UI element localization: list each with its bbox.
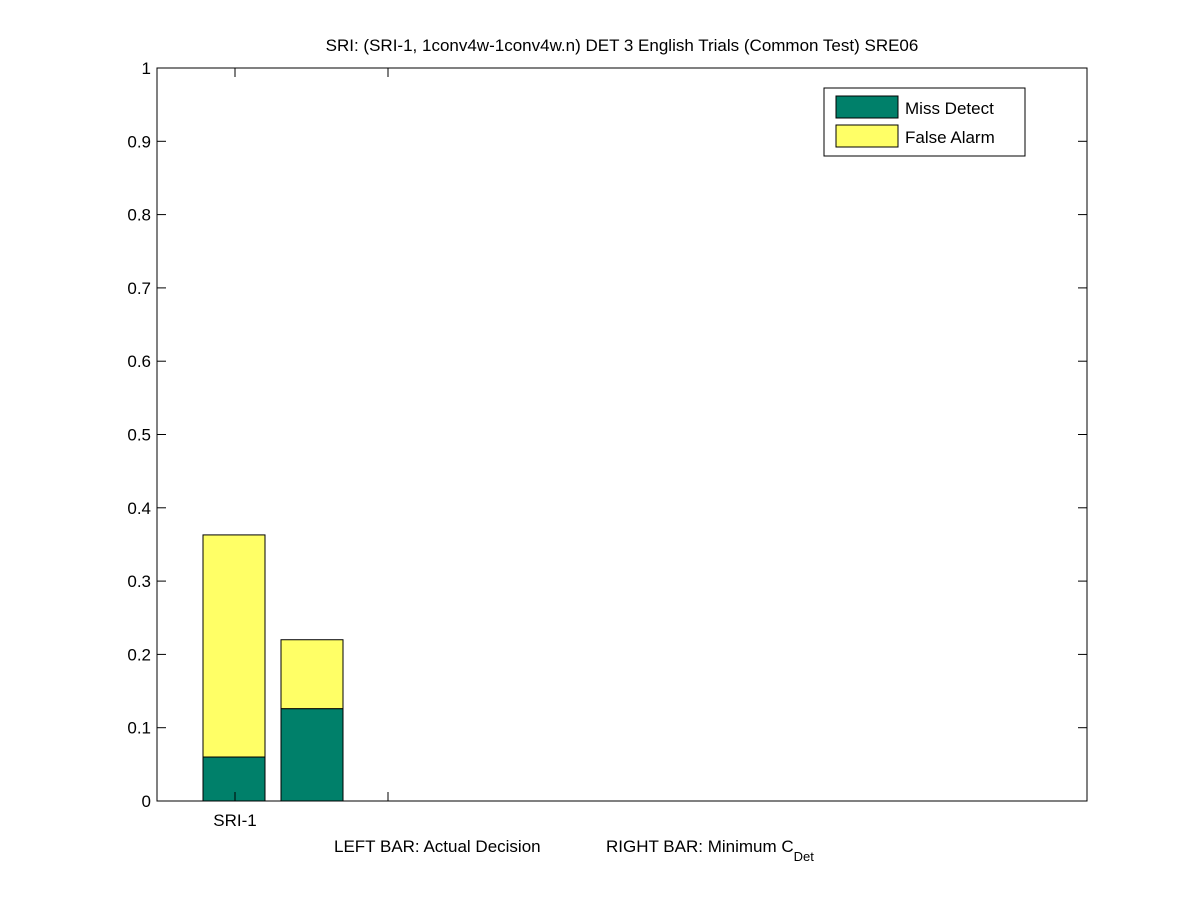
y-tick-label: 1 [142, 59, 151, 78]
bar-miss-detect-1 [280, 708, 344, 802]
chart-title: SRI: (SRI-1, 1conv4w-1conv4w.n) DET 3 En… [326, 36, 919, 55]
legend: Miss Detect False Alarm [823, 87, 1026, 157]
legend-swatch-false-alarm [835, 124, 899, 148]
y-axis: 0 0.1 0.2 0.3 0.4 0.5 0.6 0.7 0.8 0.9 1 [127, 59, 1087, 811]
chart-marks [202, 534, 344, 802]
y-tick-label: 0.5 [127, 426, 151, 445]
bar-false-alarm-1 [280, 639, 344, 710]
plot-frame [156, 67, 1088, 802]
x-axis-label-right-subscript: Det [794, 849, 815, 864]
x-tick-label: SRI-1 [213, 811, 256, 830]
y-tick-label: 0.9 [127, 132, 151, 151]
x-axis-label-right: RIGHT BAR: Minimum CDet [606, 837, 814, 864]
y-tick-label: 0.6 [127, 352, 151, 371]
legend-label-miss-detect: Miss Detect [905, 99, 994, 118]
y-tick-label: 0 [142, 792, 151, 811]
y-tick-label: 0.4 [127, 499, 151, 518]
bar-false-alarm-0 [202, 534, 266, 758]
y-tick-label: 0.1 [127, 719, 151, 738]
y-tick-label: 0.7 [127, 279, 151, 298]
legend-label-false-alarm: False Alarm [905, 128, 995, 147]
legend-swatch-miss-detect [835, 95, 899, 119]
bar-miss-detect-0 [202, 756, 266, 802]
x-axis-label-left: LEFT BAR: Actual Decision [334, 837, 541, 856]
x-axis: SRI-1 [213, 68, 389, 830]
y-tick-label: 0.8 [127, 206, 151, 225]
y-tick-label: 0.2 [127, 645, 151, 664]
x-axis-label: LEFT BAR: Actual Decision RIGHT BAR: Min… [334, 837, 814, 864]
x-axis-label-right-main: RIGHT BAR: Minimum C [606, 837, 794, 856]
y-tick-label: 0.3 [127, 572, 151, 591]
